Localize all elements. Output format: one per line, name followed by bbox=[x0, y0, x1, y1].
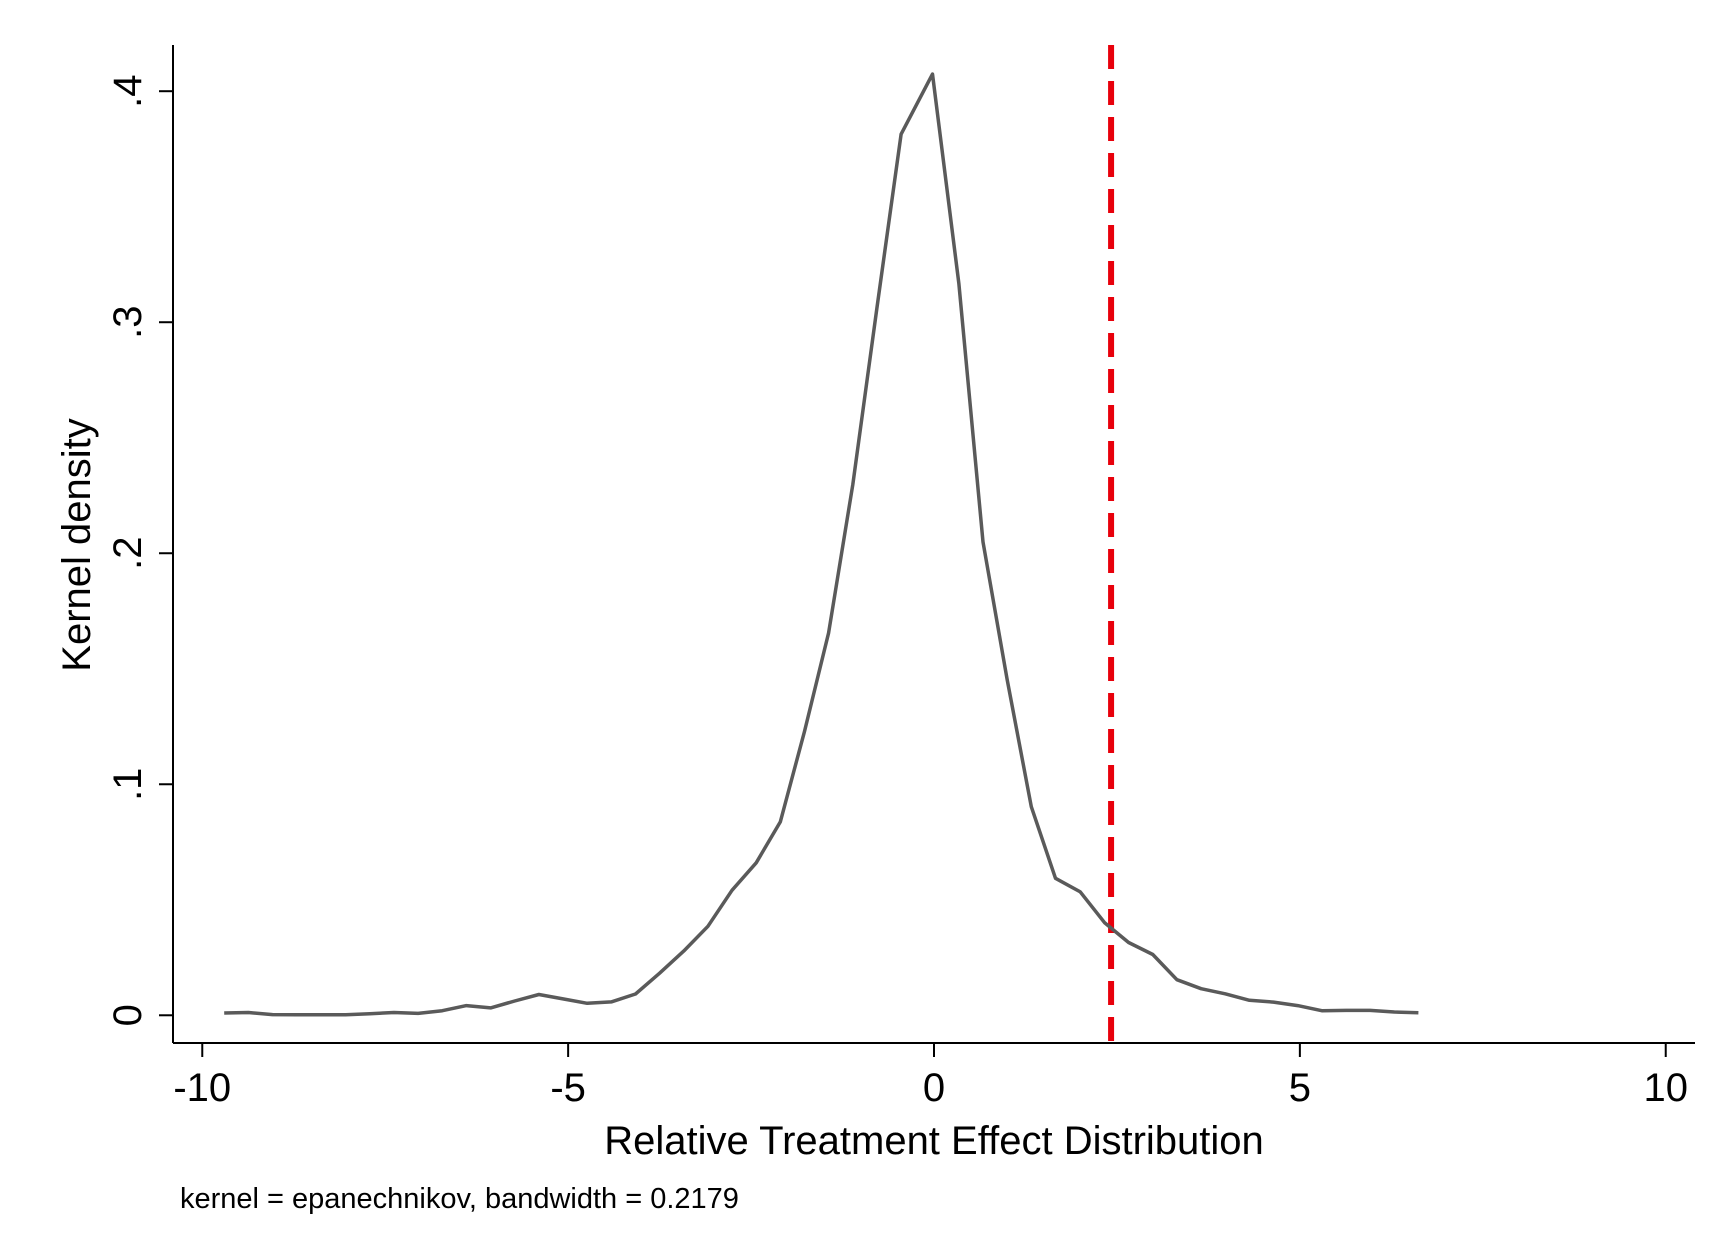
y-ticks: 0 .1 .2 .3 .4 bbox=[106, 75, 173, 1026]
x-tick-label: -10 bbox=[173, 1066, 231, 1110]
series-group bbox=[224, 72, 1419, 1017]
x-axis-title: Relative Treatment Effect Distribution bbox=[604, 1119, 1264, 1163]
y-tick-label: .2 bbox=[106, 537, 150, 570]
x-tick-label: 10 bbox=[1643, 1066, 1688, 1110]
x-tick-label: -5 bbox=[550, 1066, 586, 1110]
kernel-note: kernel = epanechnikov, bandwidth = 0.217… bbox=[180, 1183, 739, 1215]
x-ticks: -10 -5 0 5 10 bbox=[173, 1043, 1688, 1110]
y-tick-label: 0 bbox=[106, 1004, 150, 1026]
y-tick-label: .3 bbox=[106, 306, 150, 339]
y-tick-label: .1 bbox=[106, 768, 150, 801]
density-line bbox=[224, 72, 1419, 1017]
y-tick-label: .4 bbox=[106, 75, 150, 108]
x-tick-label: 5 bbox=[1289, 1066, 1311, 1110]
y-axis-title: Kernel density bbox=[55, 418, 99, 671]
x-tick-label: 0 bbox=[923, 1066, 945, 1110]
